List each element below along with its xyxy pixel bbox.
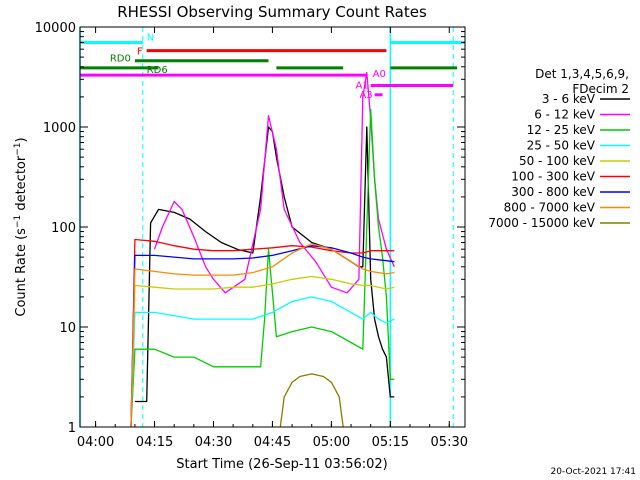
series-line-5 [130, 238, 395, 428]
flag-a3-label: A3 [359, 90, 372, 101]
legend-header-line-2: FDecim 2 [572, 82, 629, 96]
x-tick-label-3: 04:45 [254, 435, 291, 450]
y-axis-label: Count Rate (s−1 detector−1) [13, 137, 29, 316]
series-line-1 [153, 71, 395, 294]
footer-date: 20-Oct-2021 17:41 [551, 467, 636, 477]
y-tick-label-3: 1000 [43, 121, 76, 136]
legend-label-6: 300 - 800 keV [511, 185, 595, 199]
y-tick-label-0: 1 [68, 421, 76, 436]
y-tick-label-4: 10000 [35, 21, 76, 36]
x-axis-label: Start Time (26-Sep-11 03:56:02) [176, 457, 387, 472]
legend-label-2: 12 - 25 keV [527, 123, 596, 137]
x-tick-label-1: 04:15 [136, 435, 173, 450]
chart-title: RHESSI Observing Summary Count Rates [117, 3, 427, 21]
flag-rd0-label: RD0 [110, 54, 131, 65]
y-axis: 1 10 100 1000 10000 [35, 21, 465, 436]
flag-f-label: F [137, 47, 143, 58]
flag-a0-label: A0 [373, 69, 386, 80]
x-tick-label-6: 05:30 [431, 435, 468, 450]
legend-label-1: 6 - 12 keV [534, 108, 596, 122]
series-line-6 [130, 245, 395, 428]
series-line-4 [130, 275, 395, 428]
y-tick-label-2: 100 [51, 221, 76, 236]
flag-a1-label: A1 [356, 81, 369, 92]
legend-label-8: 7000 - 15000 keV [488, 216, 595, 230]
x-tick-label-0: 04:00 [77, 435, 114, 450]
x-tick-label-2: 04:30 [195, 435, 232, 450]
y-tick-label-1: 10 [59, 321, 76, 336]
series-line-2 [130, 108, 395, 428]
x-tick-label-5: 05:15 [372, 435, 409, 450]
legend-label-0: 3 - 6 keV [542, 92, 596, 106]
series-line-3 [130, 296, 395, 428]
series-lines [130, 71, 395, 428]
legend-header-line-1: Det 1,3,4,5,6,9, [535, 67, 629, 81]
flag-n-label: N [147, 32, 154, 43]
legend-label-3: 25 - 50 keV [527, 139, 596, 153]
legend-label-7: 800 - 7000 keV [504, 201, 596, 215]
legend-label-4: 50 - 100 keV [519, 154, 596, 168]
x-axis: 04:00 04:15 04:30 04:45 05:00 05:15 05:30 [77, 27, 468, 450]
flag-rd6-label: RD6 [147, 65, 168, 76]
legend-label-5: 100 - 300 keV [511, 170, 595, 184]
x-tick-label-4: 05:00 [313, 435, 350, 450]
legend: Det 1,3,4,5,6,9, FDecim 2 3 - 6 keV 6 - 1… [488, 67, 630, 230]
series-line-7 [130, 243, 395, 428]
series-line-8 [279, 373, 344, 428]
